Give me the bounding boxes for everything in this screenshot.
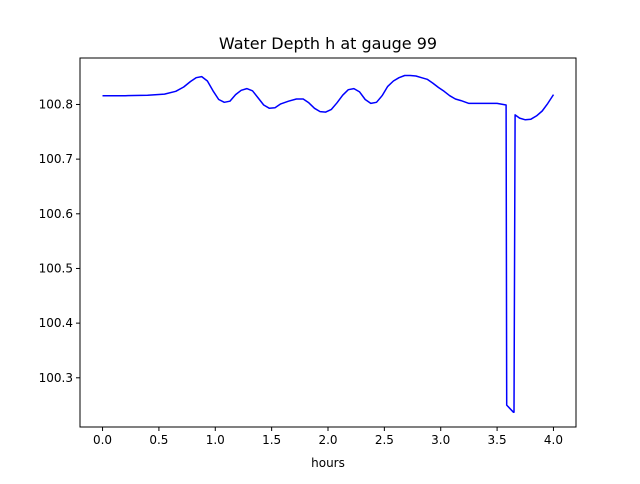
x-tick-label: 3.5: [488, 433, 507, 447]
y-tick-label: 100.4: [39, 316, 73, 330]
chart-title: Water Depth h at gauge 99: [219, 34, 437, 53]
x-axis-label: hours: [311, 456, 345, 470]
x-tick-label: 1.5: [262, 433, 281, 447]
y-tick-label: 100.6: [39, 207, 73, 221]
x-tick-label: 2.0: [318, 433, 337, 447]
y-tick-label: 100.7: [39, 152, 73, 166]
series-line: [102, 74, 555, 413]
x-tick-label: 2.5: [375, 433, 394, 447]
series-layer: [102, 74, 555, 413]
x-tick-label: 3.0: [431, 433, 450, 447]
plot-area-frame: [79, 57, 577, 428]
y-tick-label: 100.3: [39, 371, 73, 385]
x-tick-label: 1.0: [206, 433, 225, 447]
x-tick-label: 0.5: [149, 433, 168, 447]
x-tick-label: 0.0: [93, 433, 112, 447]
y-tick-label: 100.5: [39, 261, 73, 275]
y-tick-label: 100.8: [39, 97, 73, 111]
x-tick-label: 4.0: [544, 433, 563, 447]
axis-ticks: 0.0 0.5 1.0 1.5 2.0 2.5 3.0 3.5 4.0 100.3 100.4 100…: [39, 97, 563, 447]
